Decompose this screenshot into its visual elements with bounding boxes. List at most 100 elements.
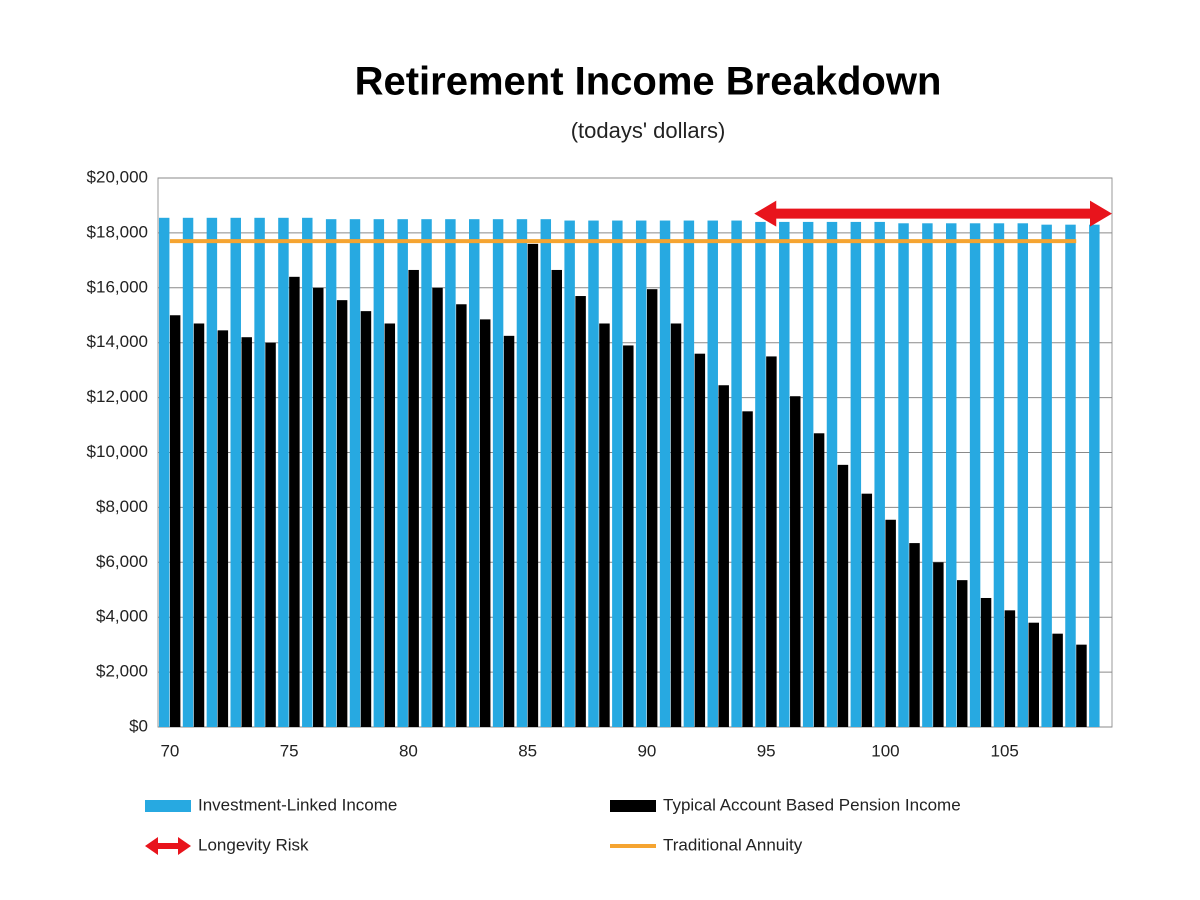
legend-swatch — [610, 800, 656, 812]
bar — [718, 385, 729, 727]
bar — [588, 220, 599, 728]
bar — [254, 217, 265, 728]
bar — [230, 217, 241, 728]
bar — [384, 323, 396, 727]
bar — [1065, 224, 1076, 728]
bar — [1028, 622, 1039, 727]
bar — [479, 319, 491, 727]
bar — [993, 223, 1005, 728]
bar — [969, 223, 981, 728]
bar — [564, 220, 575, 728]
bar — [861, 493, 873, 727]
y-tick-label: $16,000 — [87, 277, 148, 296]
bar — [813, 433, 825, 727]
bar — [516, 219, 528, 728]
bar — [707, 220, 718, 728]
bar — [933, 562, 944, 727]
bar — [360, 311, 372, 727]
bar — [1089, 224, 1100, 728]
bar — [265, 342, 276, 727]
bar — [909, 543, 920, 727]
bar — [802, 221, 814, 728]
y-tick-label: $20,000 — [87, 167, 148, 186]
bar — [1041, 224, 1052, 728]
bar — [313, 287, 324, 727]
bar — [659, 220, 671, 728]
bar — [373, 219, 385, 728]
bar — [551, 269, 562, 727]
bar — [349, 219, 361, 728]
bar — [206, 217, 218, 728]
bar — [646, 289, 658, 727]
y-tick-label: $18,000 — [87, 222, 148, 241]
bar — [1076, 644, 1087, 727]
bar — [980, 597, 992, 727]
bar — [683, 220, 695, 728]
bar — [158, 217, 170, 728]
bar — [217, 330, 229, 727]
bar — [527, 243, 539, 727]
bar — [1004, 610, 1016, 727]
bar — [289, 276, 300, 727]
bar — [623, 345, 634, 727]
bar — [492, 219, 504, 728]
y-tick-label: $14,000 — [87, 332, 148, 351]
y-tick-label: $12,000 — [87, 387, 148, 406]
bar — [766, 356, 777, 727]
x-tick-label: 70 — [160, 741, 179, 760]
bar — [850, 221, 862, 728]
bar — [456, 304, 467, 727]
bar — [731, 220, 742, 728]
chart-title: Retirement Income Breakdown — [355, 60, 942, 104]
legend-label: Investment-Linked Income — [198, 795, 397, 814]
bar — [790, 396, 801, 727]
bar — [241, 337, 252, 727]
bar — [432, 287, 443, 727]
bar — [408, 269, 419, 727]
y-tick-label: $0 — [129, 716, 148, 735]
bar — [826, 221, 838, 728]
x-tick-label: 75 — [280, 741, 299, 760]
bar — [599, 323, 610, 727]
bar — [169, 315, 181, 727]
legend-swatch — [145, 837, 191, 855]
bar — [874, 221, 885, 728]
bar — [503, 335, 515, 727]
bar — [469, 219, 480, 728]
bar — [742, 411, 753, 727]
bar — [779, 221, 790, 728]
y-tick-label: $2,000 — [96, 662, 148, 681]
bar — [1017, 223, 1029, 728]
bar — [397, 219, 408, 728]
x-tick-label: 85 — [518, 741, 537, 760]
bar — [898, 223, 909, 728]
bar — [575, 296, 586, 727]
legend-label: Traditional Annuity — [663, 835, 803, 854]
x-tick-label: 105 — [990, 741, 1018, 760]
legend-swatch — [145, 800, 191, 812]
legend-label: Longevity Risk — [198, 835, 309, 854]
x-tick-label: 80 — [399, 741, 418, 760]
x-tick-label: 90 — [637, 741, 656, 760]
bar — [670, 323, 682, 727]
bar — [694, 353, 706, 727]
bar — [302, 217, 313, 728]
bar — [837, 464, 849, 727]
x-tick-label: 95 — [757, 741, 776, 760]
bar — [278, 217, 289, 728]
y-tick-label: $10,000 — [87, 442, 148, 461]
x-tick-label: 100 — [871, 741, 899, 760]
y-tick-label: $8,000 — [96, 497, 148, 516]
bar — [956, 580, 968, 727]
bar — [336, 300, 348, 727]
bar — [755, 221, 766, 728]
bar — [182, 217, 194, 728]
y-tick-label: $4,000 — [96, 607, 148, 626]
bar — [193, 323, 205, 727]
bar — [885, 519, 896, 727]
bar — [922, 223, 933, 728]
bar — [540, 219, 552, 728]
bar — [421, 219, 432, 728]
chart-subtitle: (todays' dollars) — [571, 118, 726, 143]
